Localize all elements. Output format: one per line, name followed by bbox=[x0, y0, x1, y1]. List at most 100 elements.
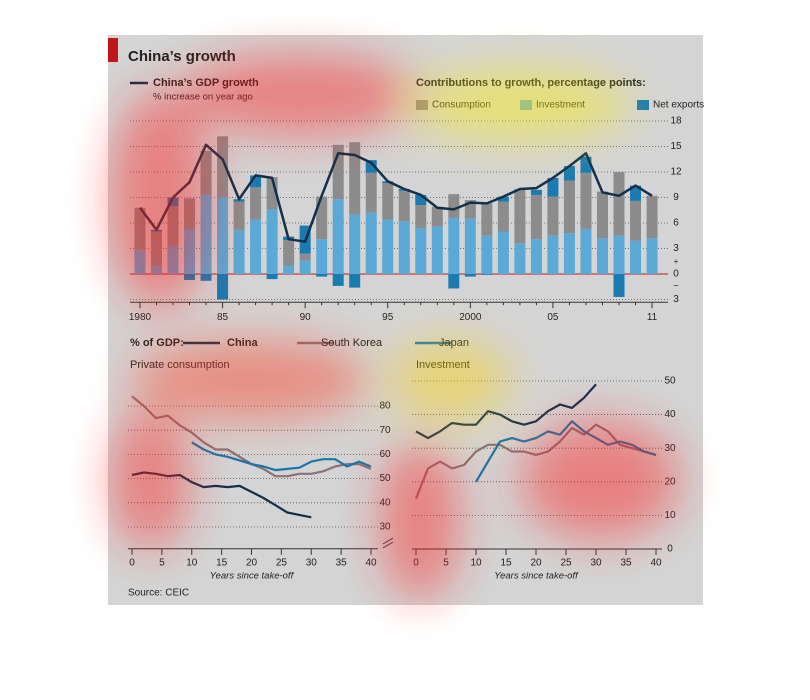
y-tick-label: 10 bbox=[664, 510, 676, 521]
y-tick-label: 20 bbox=[664, 476, 676, 487]
y-tick-label: 3 bbox=[673, 243, 679, 254]
bar-segment bbox=[266, 177, 278, 210]
bar-segment bbox=[448, 194, 460, 218]
bar-segment bbox=[530, 194, 542, 240]
y-tick-label: 0 bbox=[667, 544, 673, 555]
bar-segment bbox=[299, 253, 311, 261]
x-tick-label: 15 bbox=[500, 558, 512, 569]
y-tick-label: 40 bbox=[379, 497, 391, 508]
bar-segment bbox=[316, 274, 328, 277]
y-tick-label: 0 bbox=[673, 269, 679, 280]
bar-segment bbox=[316, 239, 328, 274]
y-tick-label: 15 bbox=[670, 141, 682, 152]
sign-label: − bbox=[673, 280, 678, 290]
y-tick-label: 6 bbox=[673, 218, 679, 229]
bar-segment bbox=[580, 172, 592, 229]
legend-label: Japan bbox=[439, 337, 469, 349]
bar-segment bbox=[481, 235, 493, 274]
bar-segment bbox=[415, 205, 427, 229]
bar-segment bbox=[547, 196, 559, 236]
bar-segment bbox=[266, 274, 278, 280]
bar-segment bbox=[464, 200, 476, 219]
bar-segment bbox=[332, 274, 344, 286]
bar-segment bbox=[415, 228, 427, 274]
bar-segment bbox=[167, 245, 179, 274]
bar-segment bbox=[184, 198, 196, 229]
x-tick-label: 20 bbox=[246, 557, 258, 568]
bar-segment bbox=[382, 183, 394, 220]
bar-segment bbox=[497, 201, 509, 232]
bar-segment bbox=[630, 240, 642, 274]
bar-segment bbox=[200, 150, 212, 195]
bar-segment bbox=[646, 195, 658, 239]
bar-segment bbox=[398, 190, 410, 222]
bar-segment bbox=[283, 265, 295, 274]
bar-segment bbox=[613, 235, 625, 274]
x-tick-label: 25 bbox=[276, 557, 288, 568]
bar-segment bbox=[448, 274, 460, 289]
y-tick-label: 50 bbox=[664, 376, 676, 387]
panel-title: Investment bbox=[416, 359, 470, 371]
bar-segment bbox=[365, 160, 377, 173]
y-tick-label: 70 bbox=[379, 425, 391, 436]
bar-segment bbox=[150, 231, 162, 266]
x-tick-label: 20 bbox=[530, 558, 542, 569]
bar-segment bbox=[497, 196, 509, 202]
bar-segment bbox=[184, 228, 196, 274]
bar-segment bbox=[415, 194, 427, 206]
bar-segment bbox=[200, 194, 212, 274]
x-tick-label: 35 bbox=[336, 557, 348, 568]
bar-segment bbox=[530, 239, 542, 274]
y-tick-label: 9 bbox=[673, 192, 679, 203]
legend-subtitle: % increase on year ago bbox=[153, 92, 253, 103]
bar-segment bbox=[233, 229, 245, 274]
y-tick-label: 80 bbox=[379, 401, 391, 412]
x-tick-label: 10 bbox=[470, 558, 482, 569]
bar-segment bbox=[283, 240, 295, 266]
bar-segment bbox=[514, 243, 526, 274]
bar-segment bbox=[431, 206, 443, 227]
x-tick-label: 25 bbox=[560, 558, 572, 569]
legend-label: China bbox=[227, 337, 258, 349]
bar-segment bbox=[563, 233, 575, 274]
x-axis-label: Years since take-off bbox=[494, 571, 579, 582]
bar-segment bbox=[332, 199, 344, 274]
legend-swatch bbox=[416, 100, 428, 110]
x-tick-label: 2000 bbox=[459, 312, 482, 323]
bar-segment bbox=[349, 142, 361, 215]
bar-segment bbox=[200, 274, 212, 281]
bar-segment bbox=[365, 212, 377, 274]
y-tick-label: 60 bbox=[379, 449, 391, 460]
bar-segment bbox=[233, 199, 245, 202]
bar-segment bbox=[431, 226, 443, 274]
x-tick-label: 40 bbox=[650, 558, 662, 569]
x-tick-label: 30 bbox=[306, 557, 318, 568]
bar-segment bbox=[398, 221, 410, 274]
series-line bbox=[191, 441, 372, 472]
legend-label: Net exports bbox=[653, 100, 704, 111]
bar-segment bbox=[316, 196, 328, 240]
y-tick-label: 30 bbox=[379, 522, 391, 533]
bar-segment bbox=[332, 144, 344, 200]
bar-segment bbox=[596, 191, 608, 239]
x-tick-label: 0 bbox=[129, 557, 135, 568]
bar-segment bbox=[481, 203, 493, 236]
legend-label: South Korea bbox=[321, 337, 383, 349]
legend-title: Contributions to growth, percentage poin… bbox=[416, 77, 646, 89]
accent bbox=[108, 38, 118, 62]
bar-segment bbox=[464, 274, 476, 277]
bar-segment bbox=[514, 189, 526, 244]
gdp-line bbox=[138, 143, 653, 243]
bar-segment bbox=[266, 209, 278, 274]
bar-segment bbox=[217, 136, 229, 198]
bar-segment bbox=[150, 265, 162, 274]
x-tick-label: 11 bbox=[647, 312, 658, 323]
sign-label: + bbox=[674, 257, 679, 266]
x-tick-label: 90 bbox=[300, 312, 312, 323]
bar-segment bbox=[580, 156, 592, 173]
bar-segment bbox=[596, 238, 608, 274]
legend-label: Investment bbox=[536, 100, 585, 111]
bar-segment bbox=[547, 235, 559, 274]
bar-segment bbox=[349, 214, 361, 274]
x-tick-label: 1980 bbox=[129, 312, 152, 323]
